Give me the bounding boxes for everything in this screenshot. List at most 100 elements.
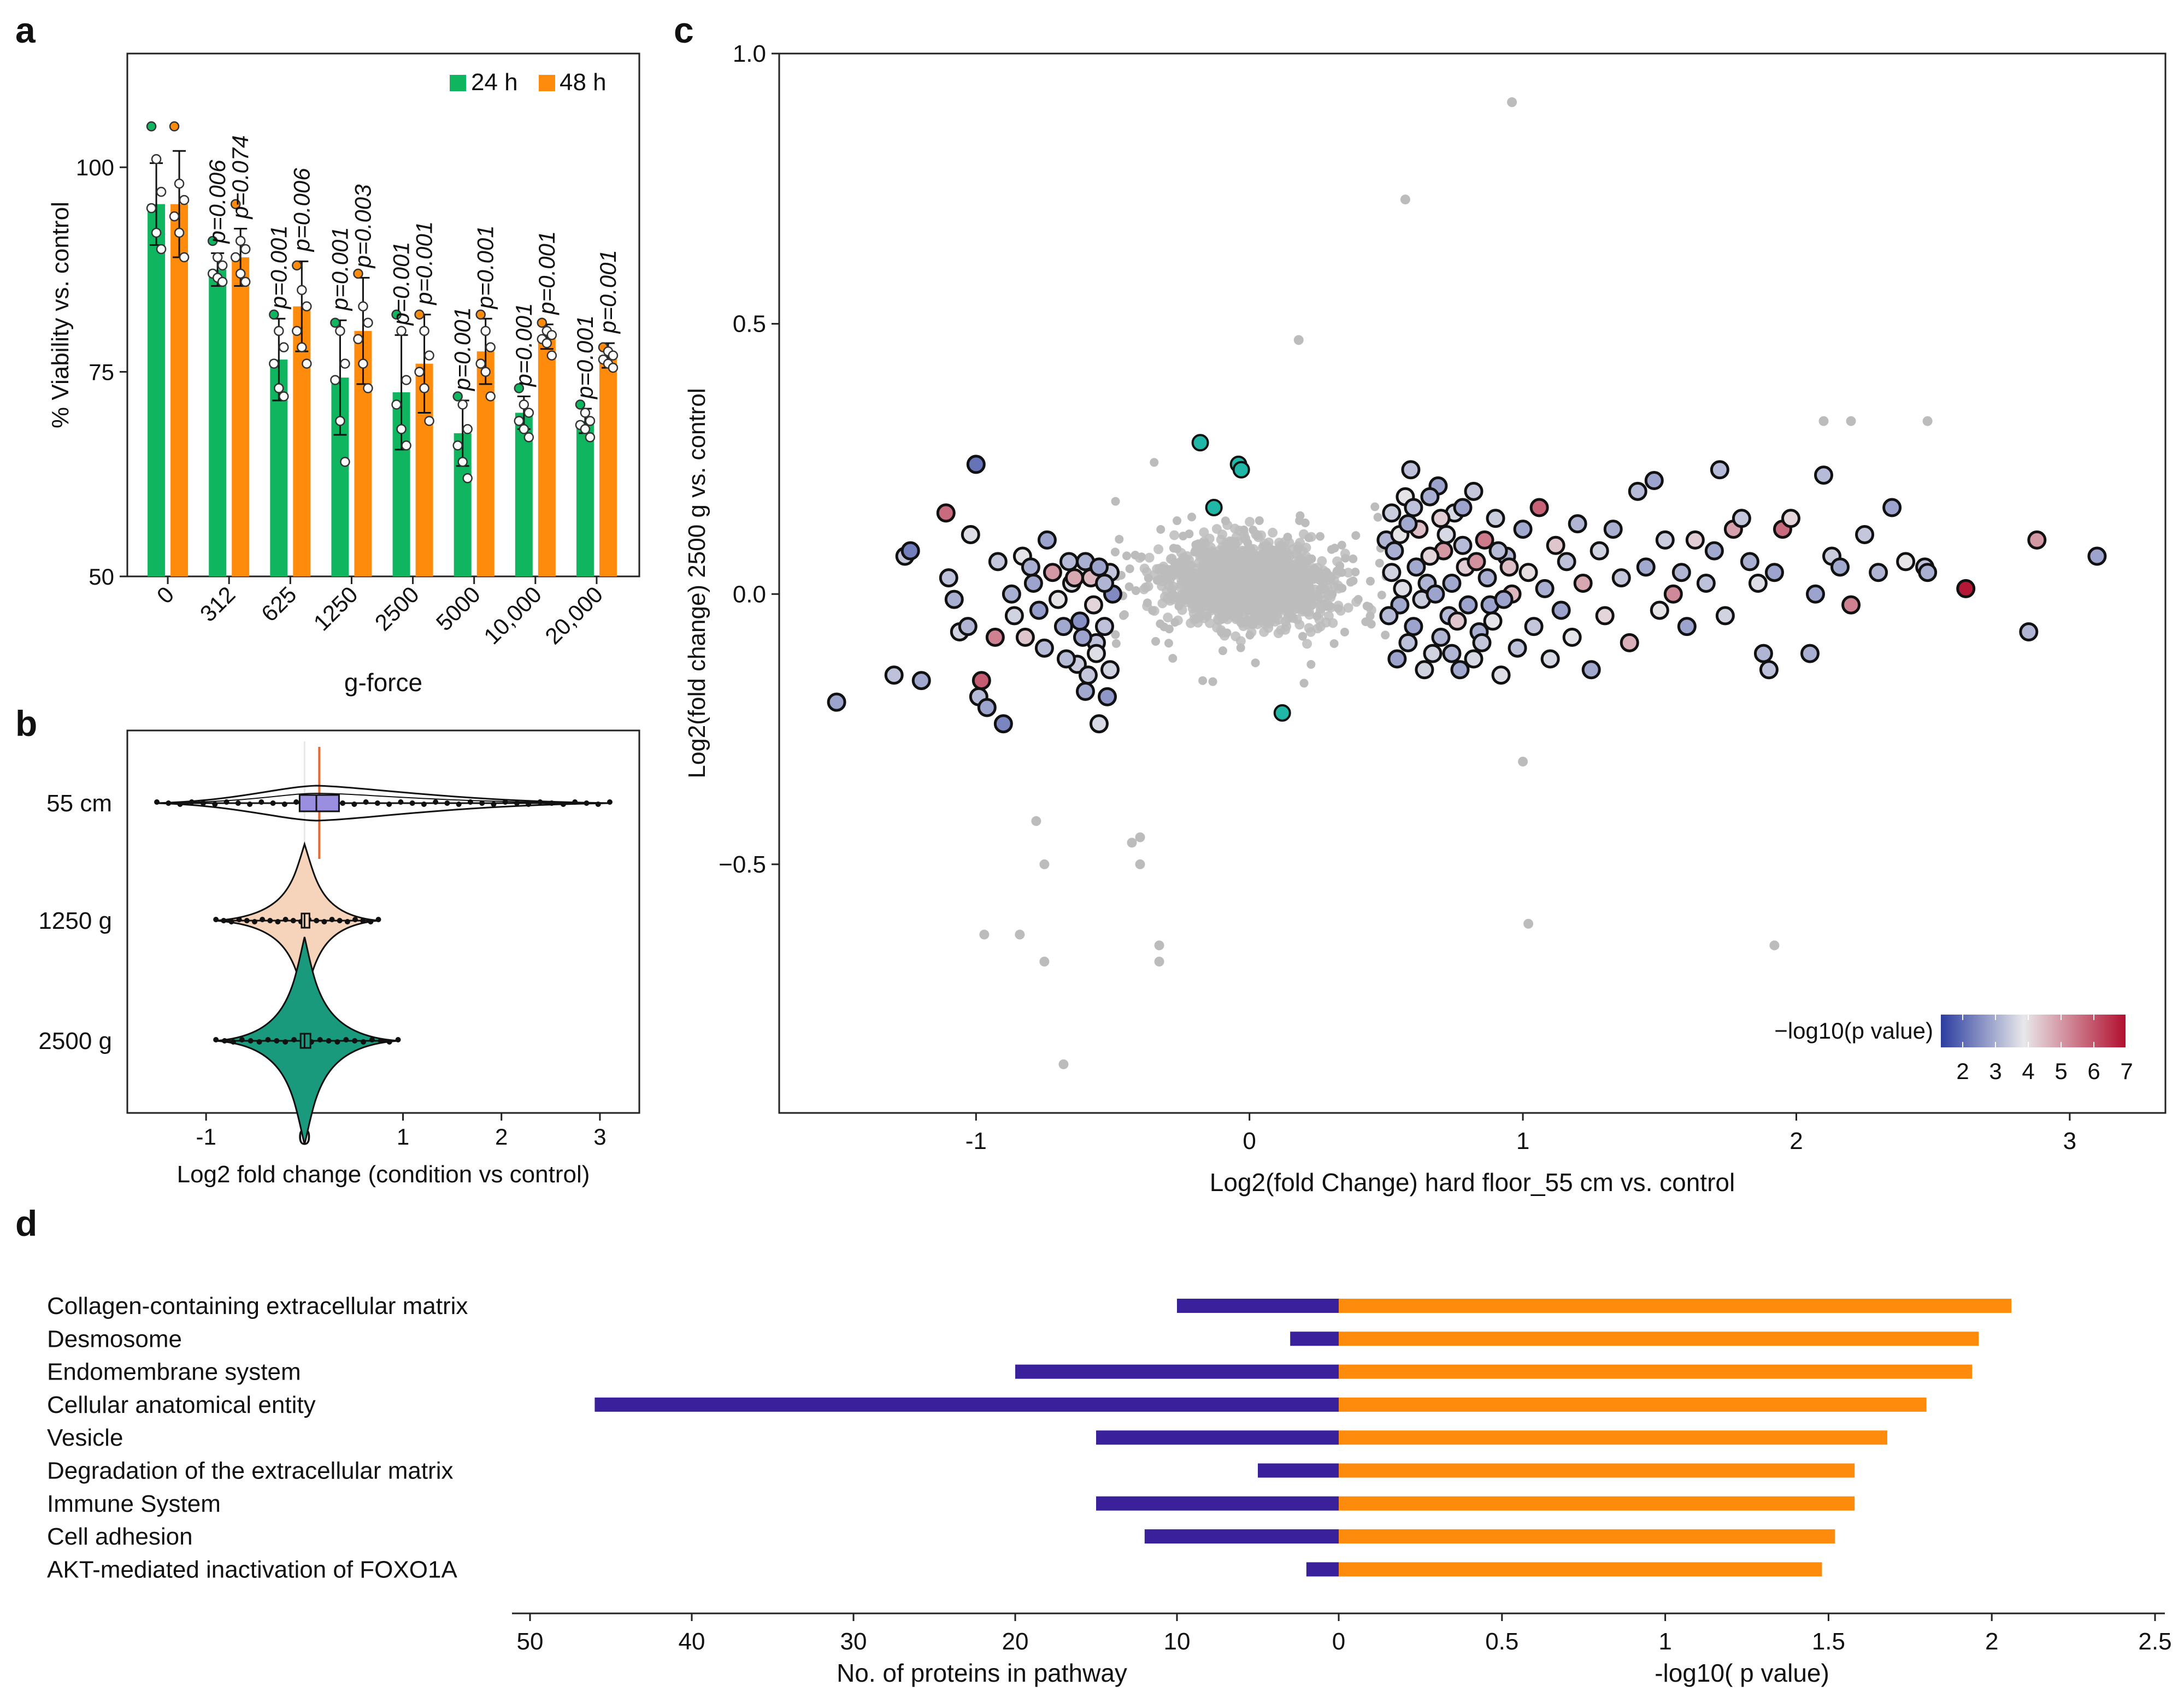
significant-point [1488, 541, 1508, 561]
pathway-label: Vesicle [47, 1424, 123, 1451]
non-significant-point [1232, 594, 1241, 603]
outlier-dot [251, 919, 257, 924]
significant-point [1562, 627, 1582, 647]
significant-point [1581, 660, 1601, 680]
data-point [414, 309, 425, 320]
non-significant-point [1240, 557, 1250, 567]
data-point [297, 342, 307, 352]
outlier-dot [235, 800, 241, 806]
non-significant-point [1168, 653, 1178, 663]
non-significant-point [1200, 539, 1210, 550]
outlier-dot [228, 919, 234, 924]
data-point [419, 383, 429, 393]
outlier-dot [154, 799, 160, 805]
non-significant-point [1296, 511, 1305, 520]
outlier-dot [360, 918, 366, 923]
left-axis-tick-label: 10 [1164, 1628, 1191, 1655]
significant-point [2019, 622, 2039, 642]
non-significant-point [1039, 859, 1050, 869]
non-significant-point [1125, 582, 1134, 591]
data-point [363, 383, 373, 393]
non-significant-point [1312, 611, 1322, 621]
data-point [419, 326, 429, 336]
significant-point [1453, 498, 1473, 517]
p-value-bar [1339, 1299, 2012, 1313]
significant-point [1655, 530, 1675, 550]
data-point [391, 399, 402, 410]
significant-point [1636, 557, 1656, 577]
non-significant-point [1271, 593, 1281, 603]
p-value-bar [1339, 1562, 1822, 1577]
data-point [485, 342, 496, 352]
outlier-dot [213, 917, 219, 922]
non-significant-point [1283, 532, 1292, 541]
non-significant-point [1351, 531, 1361, 540]
panel-label-c: c [674, 10, 694, 50]
non-significant-point [1110, 547, 1120, 557]
data-point [179, 252, 190, 263]
non-significant-point [1122, 551, 1131, 561]
significant-point [977, 698, 997, 717]
colorbar-tick-label: 7 [2120, 1058, 2133, 1084]
significant-point [1704, 541, 1724, 561]
non-significant-point [1015, 929, 1025, 940]
x-axis-label: Log2 fold change (condition vs control) [177, 1161, 590, 1188]
outlier-dot [340, 800, 346, 806]
data-point [217, 260, 228, 271]
non-significant-point [1239, 525, 1249, 534]
non-significant-point [1164, 639, 1173, 648]
non-significant-point [1135, 859, 1145, 869]
significant-point [1573, 574, 1593, 593]
right-axis-tick-label: 2 [1985, 1628, 1998, 1655]
non-significant-point [1175, 558, 1184, 568]
outlier-dot [270, 800, 276, 806]
data-point [585, 432, 596, 443]
pathway-label: Cell adhesion [47, 1523, 193, 1550]
significant-point [1568, 514, 1587, 534]
significant-point [944, 590, 964, 609]
data-point [240, 244, 251, 255]
x-tick-label: 3 [593, 1124, 606, 1150]
outlier-dot [260, 917, 266, 922]
significant-point [1546, 535, 1565, 555]
data-point [230, 199, 241, 209]
data-point [269, 309, 279, 320]
non-significant-point [1131, 586, 1140, 596]
significant-point [1073, 627, 1092, 647]
significant-point [1034, 638, 1054, 658]
significant-point [961, 525, 980, 544]
colorbar-tick-label: 2 [1956, 1058, 1969, 1084]
non-significant-point [1217, 615, 1227, 624]
outlier-dot [352, 1038, 358, 1044]
non-significant-point [1184, 582, 1193, 592]
pathway-label: Endomembrane system [47, 1359, 301, 1386]
non-significant-point [1154, 957, 1164, 967]
significant-point [1611, 568, 1631, 588]
significant-point [1453, 535, 1473, 555]
outlier-dot [409, 800, 415, 806]
data-point [546, 350, 557, 361]
significant-point [1382, 503, 1402, 523]
p-value-label: p=0.006 [289, 168, 314, 253]
significant-point [1753, 644, 1773, 663]
non-significant-point [1229, 523, 1240, 534]
group-label: 2500 g [38, 1028, 112, 1054]
significant-point [1464, 649, 1484, 669]
non-significant-point [1170, 617, 1180, 627]
significant-point [1671, 563, 1691, 582]
box [298, 794, 340, 812]
non-significant-point [1191, 540, 1200, 550]
non-significant-point [1187, 512, 1197, 522]
outlier-dot [375, 917, 381, 922]
non-significant-point [1254, 583, 1263, 592]
non-significant-point [1255, 516, 1264, 525]
non-significant-point [1191, 602, 1201, 612]
outlier-dot [321, 919, 327, 924]
significant-point [1830, 557, 1850, 577]
x-tick-label: 3 [2063, 1128, 2076, 1154]
non-significant-point [1251, 658, 1260, 668]
left-axis-tick-label: 20 [1002, 1628, 1029, 1655]
bar-24h [209, 269, 227, 577]
outlier-dot [291, 1037, 297, 1042]
significant-point [1529, 498, 1549, 517]
